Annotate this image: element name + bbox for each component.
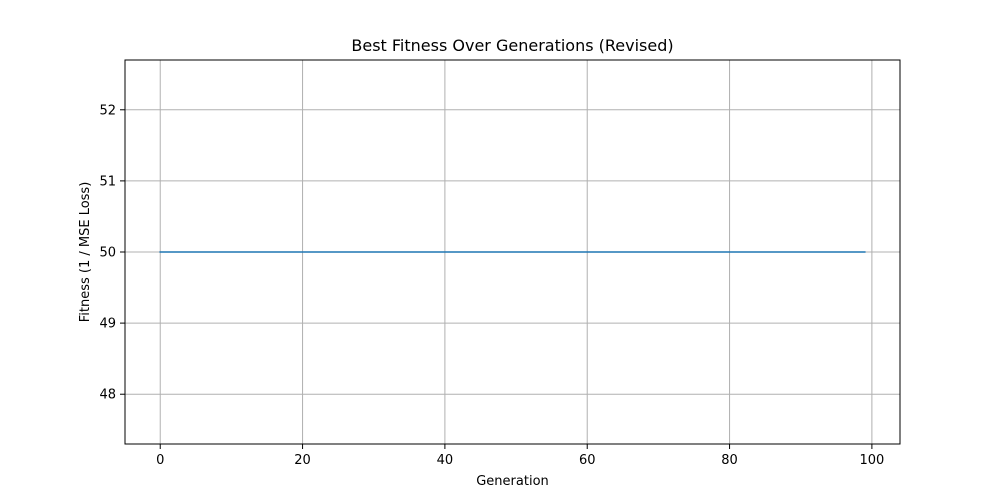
chart-title: Best Fitness Over Generations (Revised) <box>351 36 673 55</box>
x-tick-label: 100 <box>859 453 884 468</box>
x-tick-label: 60 <box>579 453 596 468</box>
ticks: 0 20 40 60 80 100 48 49 50 51 52 <box>99 103 884 468</box>
x-tick-label: 80 <box>721 453 738 468</box>
x-tick-label: 0 <box>156 453 164 468</box>
y-axis-label: Fitness (1 / MSE Loss) <box>78 182 93 323</box>
y-tick-label: 48 <box>99 388 116 403</box>
y-tick-label: 52 <box>99 103 116 118</box>
x-axis-label: Generation <box>476 474 549 489</box>
y-tick-label: 51 <box>99 174 116 189</box>
x-tick-label: 40 <box>437 453 454 468</box>
x-tick-label: 20 <box>294 453 311 468</box>
y-tick-label: 49 <box>99 317 116 332</box>
y-tick-label: 50 <box>99 246 116 261</box>
